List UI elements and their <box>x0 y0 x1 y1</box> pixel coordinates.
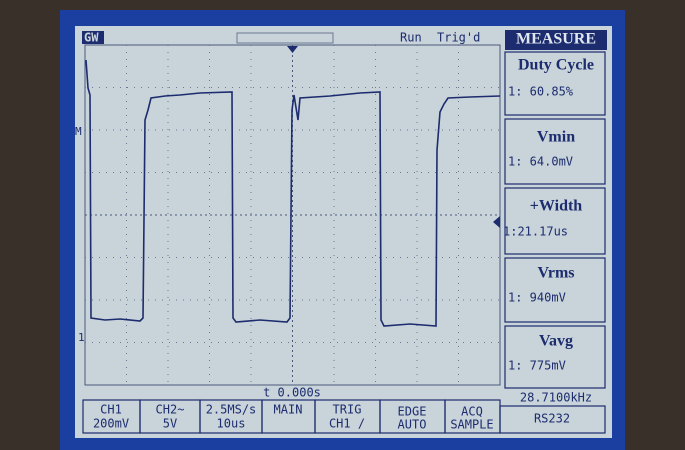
menu-title-bg <box>505 30 607 50</box>
status-line: 10us <box>217 417 246 431</box>
measure-label[interactable]: Vrms <box>537 265 574 282</box>
measure-label[interactable]: Duty Cycle <box>518 57 594 74</box>
status-line: ACQ <box>461 405 483 419</box>
menu-title: MEASURE <box>516 31 596 48</box>
measure-value: 1: 60.85% <box>508 85 574 99</box>
ch1-marker: 1 <box>78 331 85 344</box>
measure-value: 1:21.17us <box>503 225 568 239</box>
frequency: 28.7100kHz <box>520 391 592 405</box>
trigger-status: Trig'd <box>437 31 480 45</box>
status-line: 200mV <box>93 417 129 431</box>
measure-label[interactable]: +Width <box>530 198 583 215</box>
measure-label[interactable]: Vavg <box>539 333 573 350</box>
brand: GW <box>84 31 99 45</box>
measure-menu <box>504 51 606 389</box>
measure-value: 1: 940mV <box>508 291 566 305</box>
status-line: SAMPLE <box>450 418 493 432</box>
status-line: CH1 <box>100 403 122 417</box>
status-line: EDGE <box>398 405 427 419</box>
status-line: CH1 / <box>329 417 365 431</box>
status-line: MAIN <box>274 403 303 417</box>
measure-label[interactable]: Vmin <box>537 129 575 146</box>
status-line: 2.5MS/s <box>206 403 257 417</box>
status-line: AUTO <box>398 418 427 432</box>
status-line[interactable]: RS232 <box>534 412 570 426</box>
status-bar <box>82 399 606 434</box>
measure-value: 1: 64.0mV <box>508 155 573 169</box>
brand-badge <box>82 31 104 44</box>
measure-value: 1: 775mV <box>508 359 566 373</box>
timebase: t 0.000s <box>263 386 321 400</box>
status-line: 5V <box>163 417 177 431</box>
memory-bar <box>236 32 334 44</box>
waveform <box>85 59 501 327</box>
status-line: TRIG <box>333 403 362 417</box>
status-line: CH2~ <box>156 403 185 417</box>
math-marker: M <box>75 125 82 138</box>
run-status: Run <box>400 31 422 45</box>
